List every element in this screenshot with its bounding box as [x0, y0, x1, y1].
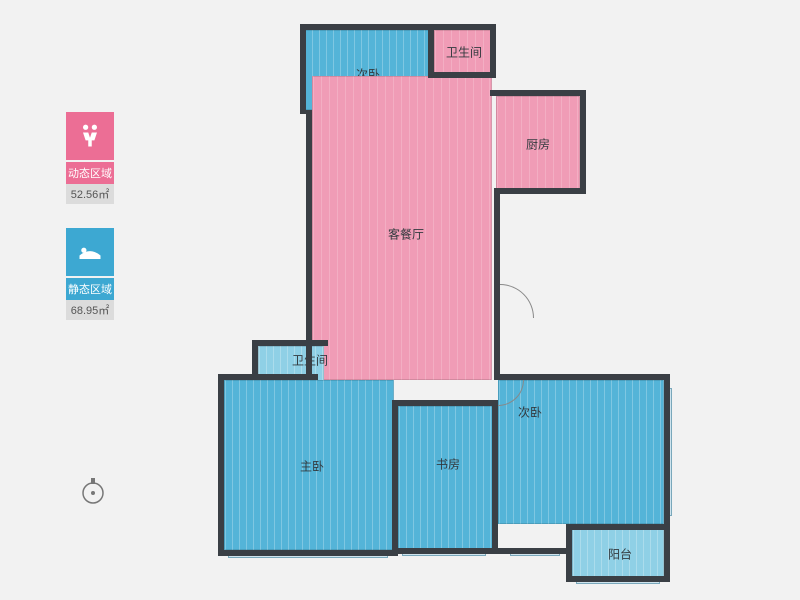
people-icon	[66, 112, 114, 160]
sleep-icon	[66, 228, 114, 276]
floorplan: 次卧卫生间厨房客餐厅卫生间主卧书房次卧阳台	[210, 24, 680, 584]
room-secondary-bed-right	[498, 380, 664, 524]
room-bath-top	[434, 30, 492, 74]
legend-dynamic: 动态区域 52.56㎡	[60, 112, 120, 204]
wall-16	[252, 340, 258, 380]
legend-dynamic-title: 动态区域	[66, 162, 114, 184]
wall-23	[566, 576, 670, 582]
legend-dynamic-value: 52.56㎡	[66, 184, 114, 204]
wall-14	[218, 374, 224, 554]
wall-11	[566, 524, 670, 530]
room-study	[398, 406, 494, 550]
wall-2	[490, 24, 496, 76]
wall-15	[218, 550, 398, 556]
wall-10	[664, 374, 670, 582]
wall-8	[494, 188, 500, 374]
wall-19	[392, 400, 398, 554]
wall-22	[396, 548, 572, 554]
wall-6	[580, 90, 586, 194]
wall-7	[494, 188, 586, 194]
wall-5	[490, 90, 586, 96]
wall-21	[392, 400, 498, 406]
wall-3	[428, 24, 434, 76]
wall-13	[218, 374, 318, 380]
wall-4	[428, 72, 496, 78]
wall-20	[492, 400, 498, 554]
wall-1	[300, 24, 306, 114]
room-living	[312, 76, 492, 380]
wall-0	[300, 24, 496, 30]
compass-icon	[78, 476, 108, 506]
wall-18	[306, 110, 312, 380]
wall-17	[252, 340, 328, 346]
room-kitchen	[496, 96, 580, 190]
door-0	[500, 284, 534, 318]
room-balcony	[572, 528, 664, 578]
legend-static-value: 68.95㎡	[66, 300, 114, 320]
legend-panel: 动态区域 52.56㎡ 静态区域 68.95㎡	[60, 112, 120, 344]
room-master-bed	[224, 380, 394, 550]
legend-static-title: 静态区域	[66, 278, 114, 300]
legend-static: 静态区域 68.95㎡	[60, 228, 120, 320]
